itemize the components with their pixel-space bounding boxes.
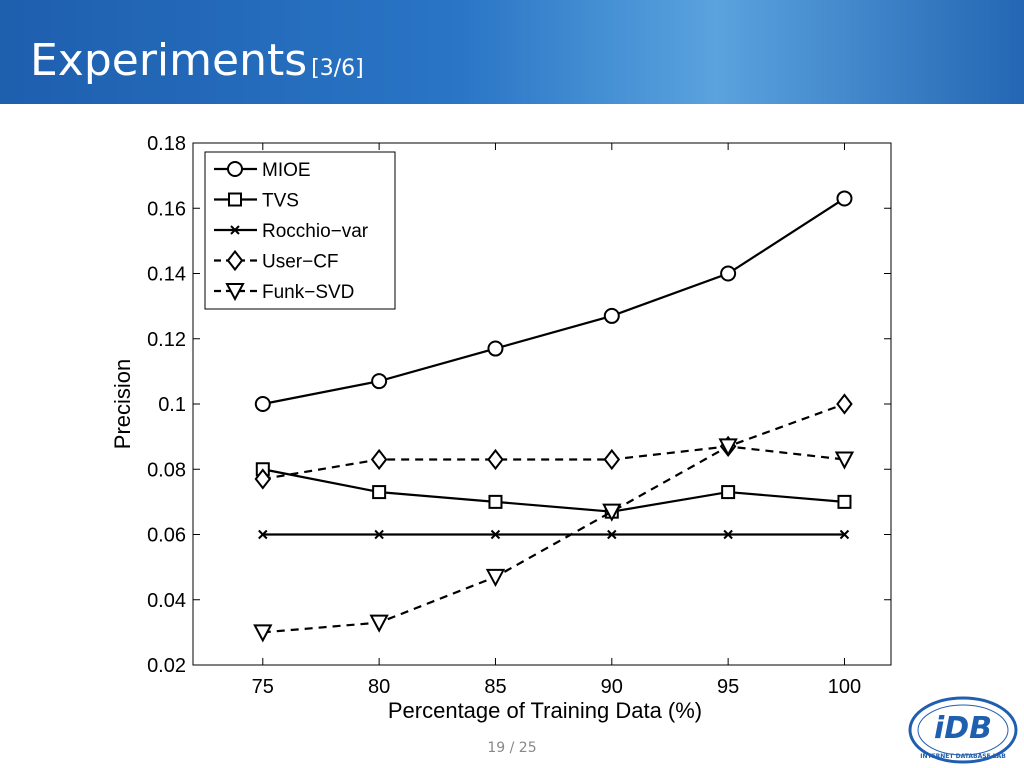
data-point-funk-svd xyxy=(602,503,622,522)
idb-logo: iDB INTERNET DATABASE LAB xyxy=(908,696,1018,764)
data-point-rocchio-var xyxy=(839,529,850,540)
slide-header: Experiments [3/6] xyxy=(0,0,1024,104)
y-tick-label: 0.12 xyxy=(147,329,186,351)
x-tick-label: 100 xyxy=(828,676,861,698)
data-point-mioe xyxy=(720,265,737,282)
y-tick-label: 0.02 xyxy=(147,655,186,677)
x-tick-label: 95 xyxy=(717,676,739,698)
data-point-user-cf xyxy=(603,448,621,471)
y-tick-label: 0.08 xyxy=(147,459,186,481)
legend-marker-tvs xyxy=(228,192,242,207)
y-tick-label: 0.06 xyxy=(147,525,186,547)
legend-marker-user-cf xyxy=(226,249,244,272)
data-point-tvs xyxy=(837,494,852,509)
data-point-funk-svd xyxy=(369,614,389,633)
y-axis-label: Precision xyxy=(110,359,135,449)
series-line-funk-svd xyxy=(262,445,845,634)
data-point-user-cf xyxy=(836,393,853,415)
data-point-rocchio-var xyxy=(374,529,384,540)
data-point-tvs xyxy=(721,485,736,500)
legend-label-rocchio-var: Rocchio−var xyxy=(262,221,369,242)
y-tick-label: 0.1 xyxy=(158,394,186,416)
series-line-user-cf xyxy=(262,402,845,481)
data-point-funk-svd xyxy=(718,438,738,457)
data-point-funk-svd xyxy=(834,451,855,470)
series-line-tvs xyxy=(262,468,845,513)
slide-title-text: Experiments xyxy=(30,35,308,86)
data-point-mioe xyxy=(487,340,504,357)
y-tick-label: 0.14 xyxy=(147,264,186,286)
x-tick-label: 80 xyxy=(368,676,390,698)
y-tick-label: 0.18 xyxy=(147,133,186,155)
legend-label-user-cf: User−CF xyxy=(262,252,339,273)
data-point-rocchio-var xyxy=(258,529,268,540)
legend-label-tvs: TVS xyxy=(262,191,299,212)
x-tick-label: 85 xyxy=(484,676,506,698)
logo-ring-text: INTERNET DATABASE LAB xyxy=(920,753,1006,760)
data-point-tvs xyxy=(488,494,503,509)
data-point-rocchio-var xyxy=(723,529,733,540)
data-point-rocchio-var xyxy=(490,529,501,540)
x-axis-label: Percentage of Training Data (%) xyxy=(388,698,702,723)
data-point-funk-svd xyxy=(485,568,506,588)
page-number: 19 / 25 xyxy=(487,740,537,756)
legend-marker-funk-svd xyxy=(225,283,245,302)
data-point-user-cf xyxy=(370,448,388,471)
data-point-mioe xyxy=(603,307,620,324)
data-point-rocchio-var xyxy=(607,529,617,540)
data-point-mioe xyxy=(254,396,271,412)
slide-title: Experiments [3/6] xyxy=(30,36,364,94)
data-point-mioe xyxy=(371,373,388,390)
data-point-mioe xyxy=(836,190,853,207)
x-tick-label: 75 xyxy=(252,676,274,698)
y-tick-label: 0.04 xyxy=(147,590,186,612)
data-point-user-cf xyxy=(487,448,504,471)
data-point-tvs xyxy=(372,485,387,500)
logo-text: iDB xyxy=(934,711,992,746)
slide-title-suffix: [3/6] xyxy=(311,56,364,81)
series-line-mioe xyxy=(262,197,846,406)
data-point-funk-svd xyxy=(253,624,273,643)
legend-label-mioe: MIOE xyxy=(262,160,311,181)
legend-marker-mioe xyxy=(227,161,243,177)
legend-marker-rocchio-var xyxy=(230,225,240,235)
legend-label-funk-svd: Funk−SVD xyxy=(262,282,354,303)
y-tick-label: 0.16 xyxy=(147,198,186,220)
data-point-user-cf xyxy=(254,468,272,490)
x-tick-label: 90 xyxy=(601,676,623,698)
